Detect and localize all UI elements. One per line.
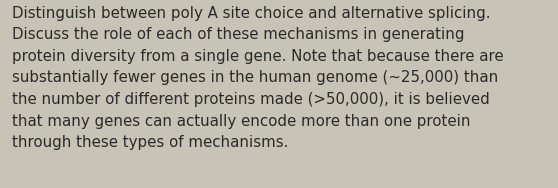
Text: Distinguish between poly A site choice and alternative splicing.
Discuss the rol: Distinguish between poly A site choice a… [12, 6, 504, 150]
